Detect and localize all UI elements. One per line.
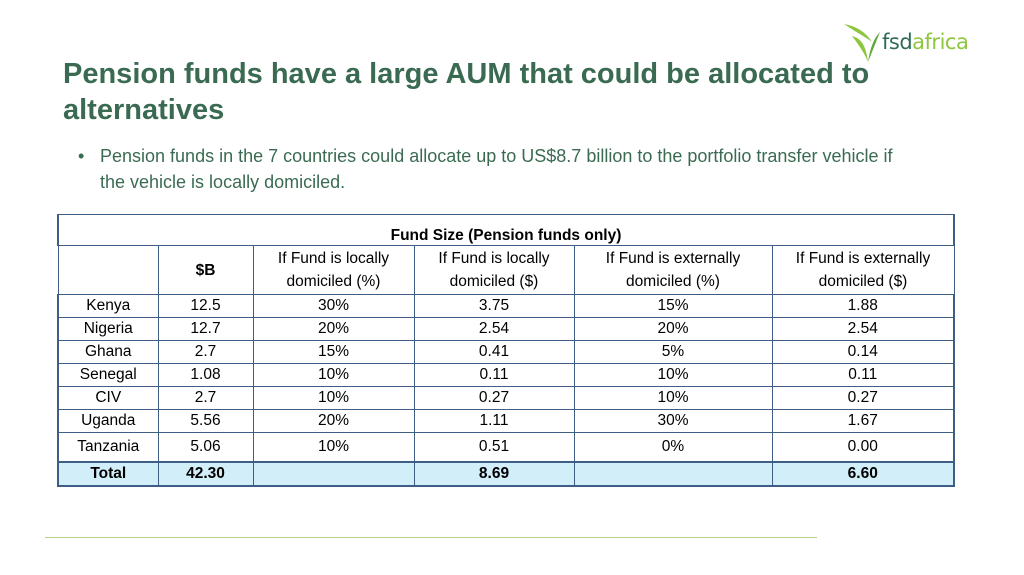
cell-local-pct: 15% bbox=[252, 340, 415, 364]
cell-local-usd: 1.11 bbox=[413, 409, 575, 433]
cell-local-pct: 20% bbox=[252, 409, 415, 433]
fsd-africa-logo: fsdafrica bbox=[842, 20, 982, 66]
cell-usd-billions: 1.08 bbox=[157, 363, 254, 387]
total-external-pct bbox=[573, 461, 773, 487]
cell-local-usd: 0.27 bbox=[413, 386, 575, 410]
cell-local-usd: 0.51 bbox=[413, 432, 575, 463]
bullet-text: Pension funds in the 7 countries could a… bbox=[100, 146, 893, 192]
total-local-pct bbox=[252, 461, 415, 487]
header-local-pct: If Fund is locally domiciled (%) bbox=[252, 245, 415, 295]
cell-external-usd: 0.00 bbox=[771, 432, 955, 463]
leaf-logo-icon bbox=[844, 24, 880, 62]
cell-external-pct: 30% bbox=[573, 409, 773, 433]
cell-usd-billions: 5.56 bbox=[157, 409, 254, 433]
table-row: Senegal 1.08 10% 0.11 10% 0.11 bbox=[57, 363, 955, 387]
cell-external-pct: 10% bbox=[573, 363, 773, 387]
cell-local-pct: 10% bbox=[252, 363, 415, 387]
cell-country: Uganda bbox=[57, 409, 159, 433]
cell-country: Tanzania bbox=[57, 432, 159, 463]
footer-divider bbox=[45, 537, 817, 538]
cell-external-pct: 20% bbox=[573, 317, 773, 341]
cell-external-pct: 10% bbox=[573, 386, 773, 410]
header-usd-billions: $B bbox=[157, 245, 254, 295]
table-row: Ghana 2.7 15% 0.41 5% 0.14 bbox=[57, 340, 955, 364]
cell-local-usd: 3.75 bbox=[413, 294, 575, 318]
cell-country: Ghana bbox=[57, 340, 159, 364]
cell-external-usd: 0.11 bbox=[771, 363, 955, 387]
logo-text-fsd: fsd bbox=[882, 30, 913, 54]
cell-usd-billions: 12.7 bbox=[157, 317, 254, 341]
cell-local-pct: 10% bbox=[252, 432, 415, 463]
bullet-dot-icon: • bbox=[78, 146, 85, 166]
table-total-row: Total 42.30 8.69 6.60 bbox=[57, 461, 955, 487]
logo-wordmark: fsdafrica bbox=[882, 30, 969, 54]
table-header-row: $B If Fund is locally domiciled (%) If F… bbox=[57, 245, 955, 295]
cell-external-usd: 1.67 bbox=[771, 409, 955, 433]
cell-external-pct: 0% bbox=[573, 432, 773, 463]
cell-external-usd: 0.14 bbox=[771, 340, 955, 364]
table-row: Kenya 12.5 30% 3.75 15% 1.88 bbox=[57, 294, 955, 318]
table-row: CIV 2.7 10% 0.27 10% 0.27 bbox=[57, 386, 955, 410]
logo-text-africa: africa bbox=[912, 30, 969, 54]
total-usd-billions: 42.30 bbox=[157, 461, 254, 487]
cell-usd-billions: 12.5 bbox=[157, 294, 254, 318]
cell-external-usd: 0.27 bbox=[771, 386, 955, 410]
cell-country: Senegal bbox=[57, 363, 159, 387]
table-caption-row: Fund Size (Pension funds only) bbox=[57, 214, 955, 246]
cell-country: Kenya bbox=[57, 294, 159, 318]
cell-usd-billions: 2.7 bbox=[157, 386, 254, 410]
header-external-usd: If Fund is externally domiciled ($) bbox=[771, 245, 955, 295]
cell-local-usd: 0.11 bbox=[413, 363, 575, 387]
cell-local-usd: 2.54 bbox=[413, 317, 575, 341]
cell-external-usd: 1.88 bbox=[771, 294, 955, 318]
cell-local-pct: 20% bbox=[252, 317, 415, 341]
cell-local-usd: 0.41 bbox=[413, 340, 575, 364]
cell-country: CIV bbox=[57, 386, 159, 410]
cell-external-usd: 2.54 bbox=[771, 317, 955, 341]
table-caption: Fund Size (Pension funds only) bbox=[57, 214, 955, 246]
header-country bbox=[57, 245, 159, 295]
fund-size-table: Fund Size (Pension funds only) $B If Fun… bbox=[57, 214, 955, 487]
header-external-pct: If Fund is externally domiciled (%) bbox=[573, 245, 773, 295]
cell-country: Nigeria bbox=[57, 317, 159, 341]
cell-external-pct: 15% bbox=[573, 294, 773, 318]
header-local-usd: If Fund is locally domiciled ($) bbox=[413, 245, 575, 295]
cell-local-pct: 30% bbox=[252, 294, 415, 318]
table-row: Nigeria 12.7 20% 2.54 20% 2.54 bbox=[57, 317, 955, 341]
cell-usd-billions: 2.7 bbox=[157, 340, 254, 364]
table-row: Uganda 5.56 20% 1.11 30% 1.67 bbox=[57, 409, 955, 433]
slide-title: Pension funds have a large AUM that coul… bbox=[63, 58, 870, 126]
total-external-usd: 6.60 bbox=[771, 461, 955, 487]
table-row: Tanzania 5.06 10% 0.51 0% 0.00 bbox=[57, 432, 955, 463]
total-local-usd: 8.69 bbox=[413, 461, 575, 487]
cell-local-pct: 10% bbox=[252, 386, 415, 410]
cell-external-pct: 5% bbox=[573, 340, 773, 364]
cell-usd-billions: 5.06 bbox=[157, 432, 254, 463]
bullet-point: • Pension funds in the 7 countries could… bbox=[78, 143, 898, 195]
total-label: Total bbox=[57, 461, 159, 487]
